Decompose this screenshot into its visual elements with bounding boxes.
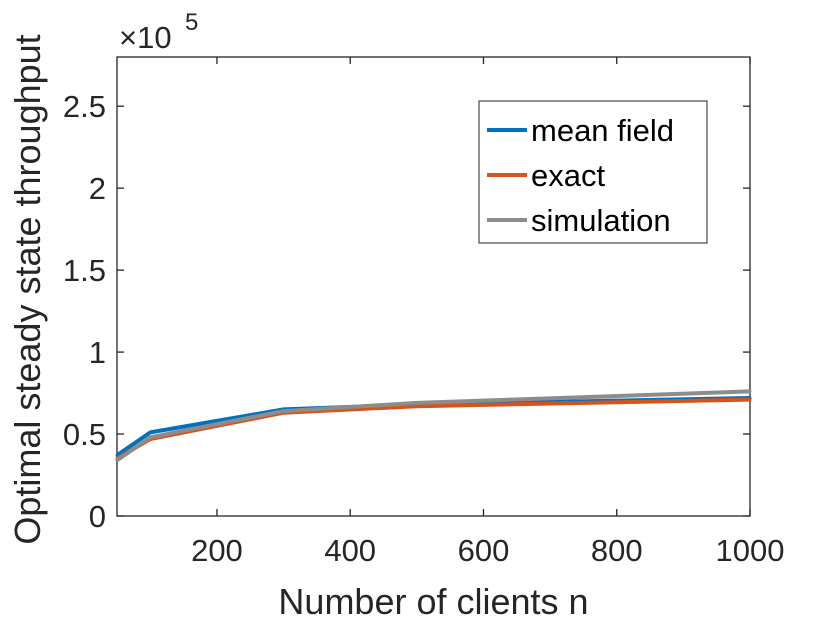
data-point-simulation bbox=[282, 409, 286, 413]
y-tick-label: 0.5 bbox=[63, 417, 106, 452]
x-tick-label: 600 bbox=[458, 533, 510, 568]
data-point-simulation bbox=[148, 435, 152, 439]
y-tick-label: 2.5 bbox=[63, 89, 106, 124]
data-point-simulation bbox=[415, 401, 419, 405]
x-tick-label: 400 bbox=[324, 533, 376, 568]
legend-label-exact: exact bbox=[531, 158, 605, 193]
x-axis-title: Number of clients n bbox=[278, 581, 588, 622]
x-tick-label: 1000 bbox=[716, 533, 785, 568]
data-point-simulation bbox=[748, 389, 752, 393]
series-layer bbox=[115, 389, 752, 462]
y-tick-label: 0 bbox=[89, 499, 106, 534]
y-tick-label: 2 bbox=[89, 171, 106, 206]
data-point-simulation bbox=[115, 458, 119, 462]
y-tick-label: 1.5 bbox=[63, 253, 106, 288]
legend: mean field exact simulation bbox=[478, 100, 708, 244]
x-tick-label: 800 bbox=[591, 533, 643, 568]
legend-label-mean-field: mean field bbox=[531, 113, 674, 148]
data-point-mean-field bbox=[148, 430, 152, 434]
data-point-exact bbox=[415, 404, 419, 408]
legend-label-simulation: simulation bbox=[531, 203, 671, 238]
y-tick-label: 1 bbox=[89, 335, 106, 370]
data-point-exact bbox=[748, 398, 752, 402]
x-tick-label: 200 bbox=[191, 533, 243, 568]
y-multiplier-exponent: 5 bbox=[185, 9, 198, 36]
axis-ticks: 200 400 600 800 1000 0 0.5 1 1.5 2 2.5 bbox=[63, 57, 785, 568]
y-multiplier-base: ×10 bbox=[119, 20, 172, 55]
y-axis-title: Optimal steady state throughput bbox=[7, 34, 48, 544]
